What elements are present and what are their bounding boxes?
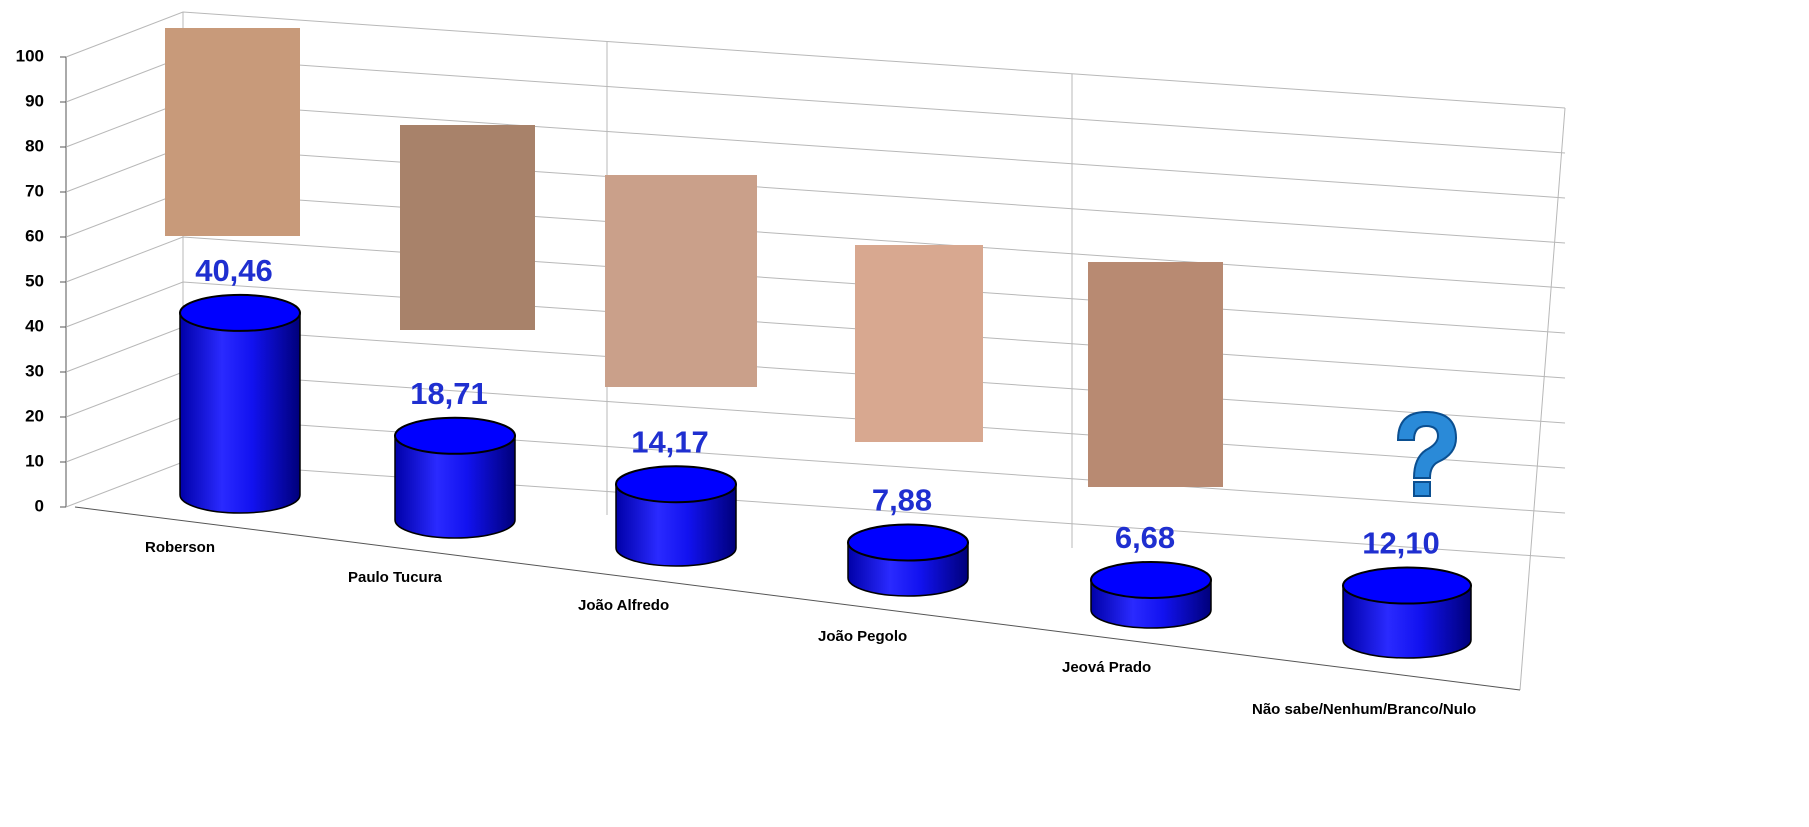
value-label: 6,68 <box>1115 520 1175 555</box>
y-tick-label: 20 <box>25 406 44 425</box>
bar-top <box>847 523 969 562</box>
bar <box>615 483 737 567</box>
y-tick-label: 50 <box>25 271 44 290</box>
y-tick-label: 10 <box>25 451 44 470</box>
floor-front-edge <box>74 506 1521 691</box>
value-label: 12,10 <box>1362 526 1440 561</box>
bar <box>394 435 516 539</box>
right-wall-edge <box>1519 107 1566 691</box>
y-tick-label: 90 <box>25 91 44 110</box>
y-tick-label: 0 <box>35 496 44 515</box>
bar-top <box>615 465 737 504</box>
x-tick-label: João Alfredo <box>578 597 669 614</box>
x-tick-label: Paulo Tucura <box>348 569 443 586</box>
photo <box>165 28 300 236</box>
photo <box>1088 262 1223 487</box>
value-label: 14,17 <box>631 424 709 459</box>
x-tick-label: Roberson <box>145 539 215 556</box>
value-label: 40,46 <box>195 253 273 288</box>
x-tick-label: João Pegolo <box>818 628 907 645</box>
x-tick-label: Jeová Prado <box>1062 659 1151 676</box>
bar-top <box>179 293 301 332</box>
y-tick-label: 40 <box>25 316 44 335</box>
y-tick-label: 80 <box>25 136 44 155</box>
value-label: 7,88 <box>872 483 932 518</box>
photo <box>605 175 757 387</box>
y-tick-label: 70 <box>25 181 44 200</box>
question-icon <box>1396 410 1458 497</box>
y-tick-label: 30 <box>25 361 44 380</box>
bar <box>179 312 301 514</box>
photo <box>855 245 983 442</box>
bar-top <box>394 416 516 455</box>
x-tick-label: Não sabe/Nenhum/Branco/Nulo <box>1252 701 1476 718</box>
value-label: 18,71 <box>410 376 488 411</box>
grid-line <box>65 11 1566 109</box>
y-tick-label: 60 <box>25 226 44 245</box>
bar <box>1342 584 1472 659</box>
photos <box>165 28 1458 497</box>
y-tick-label: 100 <box>16 46 44 65</box>
bar-top <box>1090 560 1212 599</box>
photo <box>400 125 535 330</box>
bar-top <box>1342 566 1472 605</box>
